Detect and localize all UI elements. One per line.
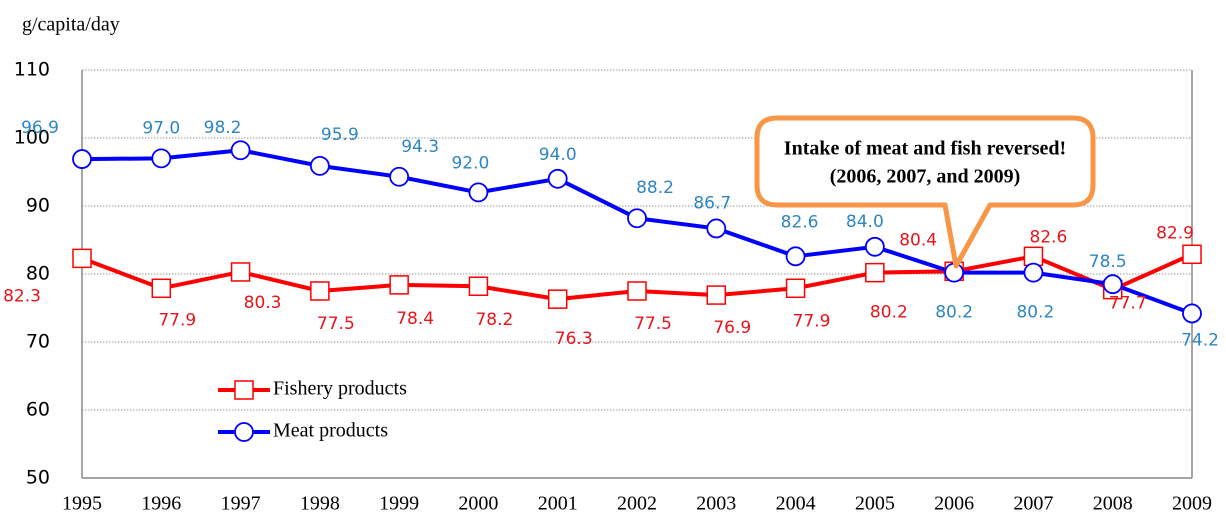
- data-label: 77.5: [634, 314, 672, 334]
- data-label: 96.9: [21, 118, 59, 138]
- data-label: 82.6: [1029, 227, 1067, 247]
- marker: [1182, 303, 1202, 324]
- data-label: 98.2: [204, 118, 242, 138]
- data-label: 94.3: [401, 137, 439, 157]
- data-label: 84.0: [846, 212, 884, 232]
- marker: [1023, 262, 1044, 283]
- data-label: 77.7: [1109, 294, 1147, 314]
- x-tick-label: 2006: [934, 493, 974, 515]
- data-label: 88.2: [636, 178, 674, 198]
- y-tick-label: 100: [14, 127, 50, 149]
- x-tick-label: 2008: [1093, 493, 1133, 515]
- marker: [1023, 246, 1044, 267]
- x-tick-label: 1997: [221, 493, 261, 515]
- marker: [234, 380, 254, 400]
- data-label: 80.4: [899, 230, 937, 250]
- marker: [1182, 244, 1202, 265]
- x-tick-label: 2001: [538, 493, 578, 515]
- marker: [1102, 274, 1123, 295]
- legend-label: Fishery products: [273, 378, 407, 400]
- y-tick-label: 90: [26, 195, 50, 217]
- marker: [627, 208, 647, 229]
- data-label: 76.9: [713, 318, 751, 338]
- marker: [627, 281, 647, 301]
- marker: [468, 182, 489, 203]
- callout: [754, 115, 1096, 269]
- marker: [468, 276, 489, 296]
- data-label: 78.4: [396, 309, 434, 329]
- callout-text: (2006, 2007, and 2009): [830, 166, 1021, 188]
- data-label: 97.0: [142, 118, 180, 138]
- marker: [706, 218, 727, 239]
- data-label: 82.9: [1156, 223, 1194, 243]
- data-label: 95.9: [321, 125, 359, 145]
- data-label: 77.5: [317, 314, 355, 334]
- data-label: 82.3: [3, 286, 41, 306]
- marker: [389, 166, 410, 187]
- marker: [785, 246, 806, 267]
- data-label: 80.2: [935, 303, 973, 323]
- y-tick-label: 60: [26, 399, 50, 421]
- x-tick-label: 1996: [141, 493, 181, 515]
- legend-label: Meat products: [273, 420, 388, 442]
- y-tick-label: 80: [26, 263, 50, 285]
- marker: [309, 155, 330, 176]
- marker: [234, 422, 254, 442]
- data-label: 82.6: [781, 212, 819, 232]
- marker: [785, 278, 806, 299]
- data-label: 78.5: [1089, 252, 1127, 272]
- marker: [547, 289, 568, 309]
- x-tick-label: 2002: [617, 493, 657, 515]
- data-label: 80.3: [244, 293, 282, 313]
- y-tick-label: 110: [14, 59, 50, 81]
- data-label: 80.2: [870, 303, 908, 323]
- x-tick-label: 1999: [379, 493, 419, 515]
- data-label: 77.9: [158, 310, 196, 330]
- x-tick-label: 2004: [776, 493, 816, 515]
- y-tick-label: 70: [26, 331, 50, 353]
- data-label: 76.3: [555, 329, 593, 349]
- data-label: 86.7: [693, 193, 731, 213]
- data-label: 92.0: [451, 153, 489, 173]
- y-tick-label: 50: [26, 467, 50, 489]
- x-tick-label: 1998: [300, 493, 340, 515]
- x-tick-label: 2000: [458, 493, 498, 515]
- callout-text: Intake of meat and fish reversed!: [784, 138, 1066, 160]
- data-label: 78.2: [475, 310, 513, 330]
- data-label: 80.2: [1016, 303, 1054, 323]
- marker: [706, 285, 727, 305]
- data-label: 74.2: [1181, 330, 1219, 350]
- x-tick-label: 2009: [1172, 493, 1212, 515]
- x-tick-label: 2007: [1013, 493, 1053, 515]
- marker: [865, 262, 885, 283]
- marker: [547, 168, 568, 189]
- y-axis-label: g/capita/day: [22, 14, 120, 36]
- marker: [151, 278, 172, 299]
- x-tick-label: 2003: [696, 493, 736, 515]
- marker: [864, 236, 885, 257]
- marker: [230, 262, 251, 282]
- marker: [72, 248, 92, 269]
- x-tick-label: 1995: [62, 493, 102, 515]
- marker: [310, 281, 330, 301]
- data-label: 94.0: [539, 145, 577, 165]
- marker: [151, 148, 172, 169]
- marker: [72, 149, 92, 169]
- marker: [389, 275, 409, 295]
- data-label: 77.9: [793, 311, 831, 331]
- marker: [230, 140, 251, 161]
- x-tick-label: 2005: [855, 493, 895, 515]
